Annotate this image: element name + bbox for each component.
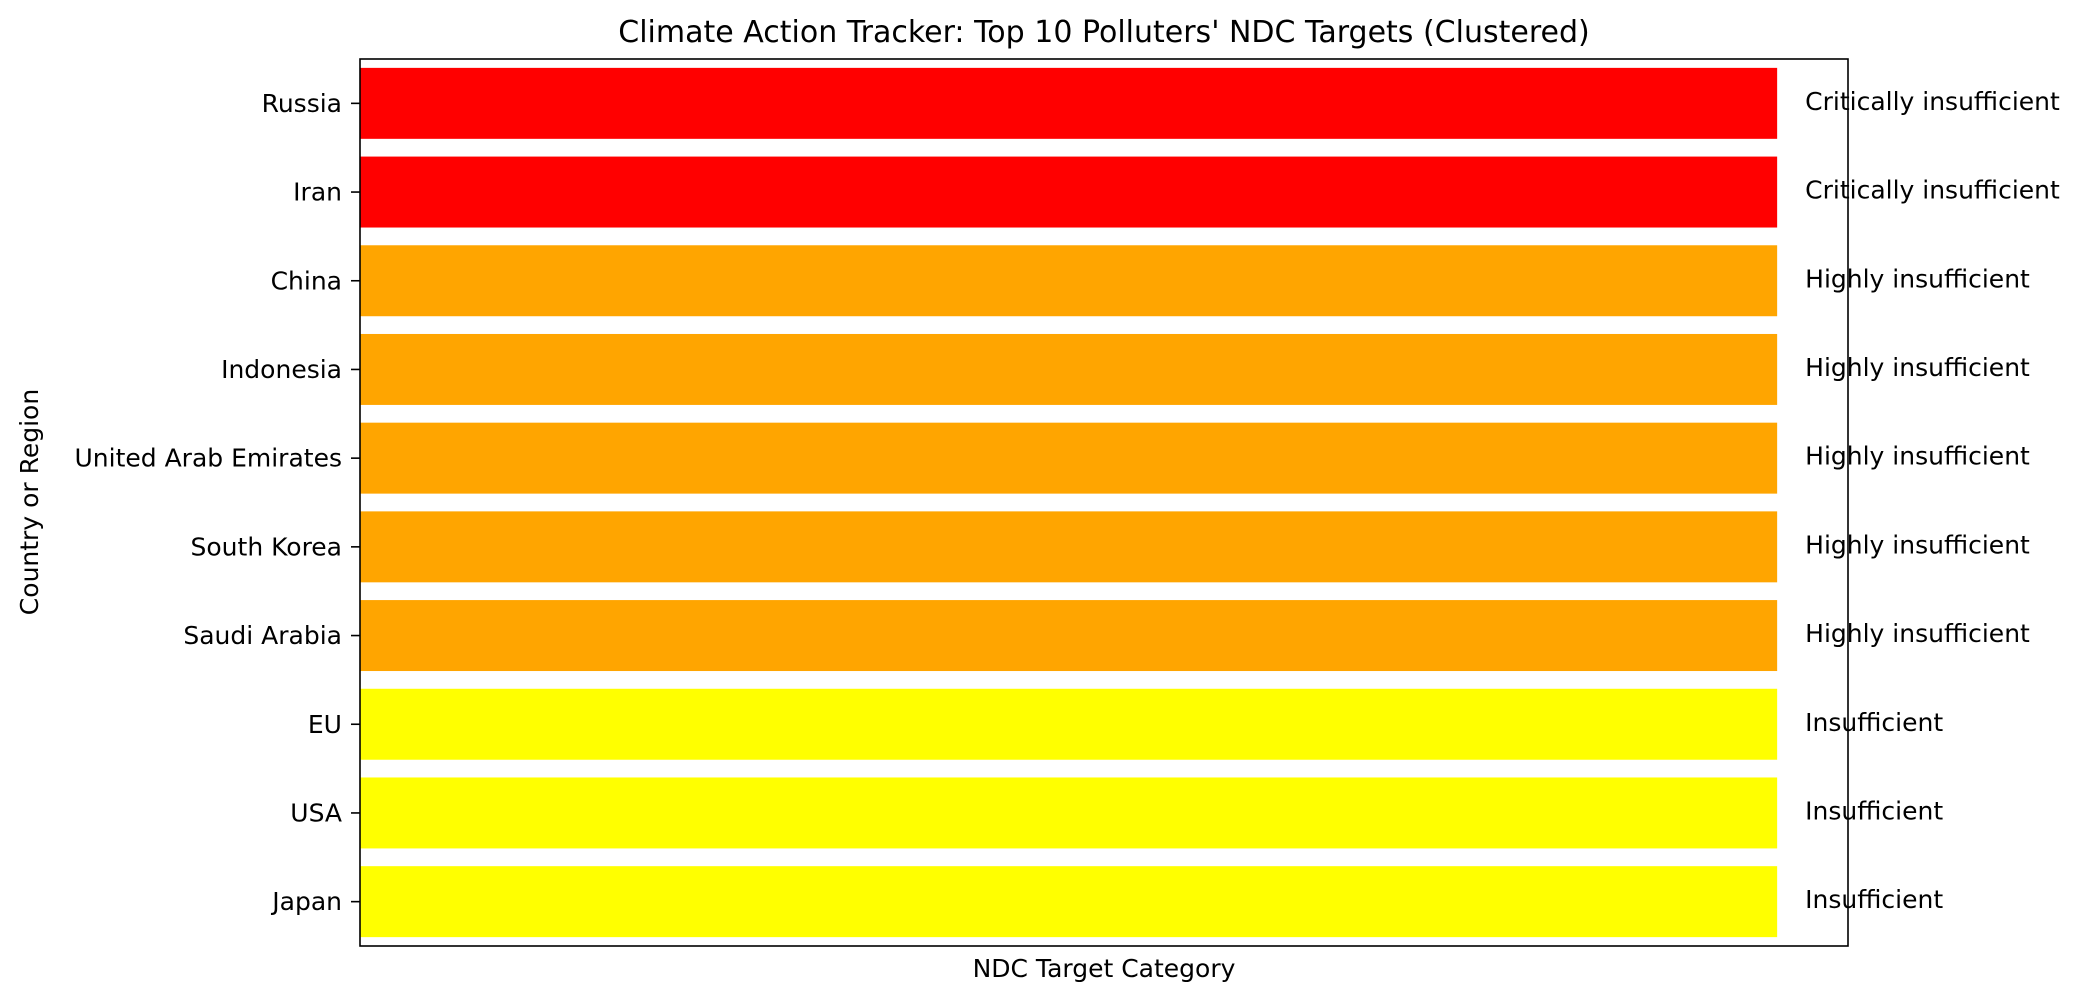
bar-label-usa: Insufficient bbox=[1805, 796, 1943, 825]
plot-frame bbox=[359, 58, 1849, 947]
y-tick-label-eu: EU bbox=[308, 710, 342, 739]
bar-label-south-korea: Highly insufficient bbox=[1805, 530, 2030, 559]
y-tick-label-usa: USA bbox=[290, 798, 342, 827]
chart-title: Climate Action Tracker: Top 10 Polluters… bbox=[618, 15, 1589, 50]
bar-labels-layer: Critically insufficient Critically insuff… bbox=[1805, 87, 2060, 914]
y-tick-label-united-arab-emirates: United Arab Emirates bbox=[74, 444, 342, 473]
bar-usa bbox=[360, 777, 1778, 849]
bar-label-saudi-arabia: Highly insufficient bbox=[1805, 619, 2030, 648]
bars-layer bbox=[360, 67, 1778, 938]
y-axis-label: Country or Region bbox=[15, 389, 44, 615]
bar-saudi-arabia bbox=[360, 600, 1778, 672]
bar-united-arab-emirates bbox=[360, 422, 1778, 494]
y-tick-label-russia: Russia bbox=[262, 89, 342, 118]
y-tick-label-south-korea: South Korea bbox=[191, 532, 342, 561]
y-tick-label-china: China bbox=[271, 266, 342, 295]
bar-china bbox=[360, 245, 1778, 317]
bar-label-eu: Insufficient bbox=[1805, 708, 1943, 737]
bar-iran bbox=[360, 156, 1778, 228]
y-tick-label-japan: Japan bbox=[270, 887, 342, 916]
bar-russia bbox=[360, 67, 1778, 139]
bar-label-iran: Critically insufficient bbox=[1805, 176, 2060, 205]
x-axis-label: NDC Target Category bbox=[973, 954, 1236, 983]
y-tick-label-iran: Iran bbox=[293, 178, 342, 207]
bar-label-japan: Insufficient bbox=[1805, 885, 1943, 914]
bar-indonesia bbox=[360, 333, 1778, 405]
bar-label-indonesia: Highly insufficient bbox=[1805, 353, 2030, 382]
bar-label-russia: Critically insufficient bbox=[1805, 87, 2060, 116]
bar-south-korea bbox=[360, 511, 1778, 583]
y-tick-label-indonesia: Indonesia bbox=[221, 355, 342, 384]
bar-label-united-arab-emirates: Highly insufficient bbox=[1805, 442, 2030, 471]
bar-eu bbox=[360, 688, 1778, 760]
bar-label-china: Highly insufficient bbox=[1805, 264, 2030, 293]
y-tick-label-saudi-arabia: Saudi Arabia bbox=[183, 621, 342, 650]
bar-japan bbox=[360, 866, 1778, 938]
y-ticks-layer: Russia Iran China Indonesia United Arab Emir… bbox=[74, 89, 360, 916]
